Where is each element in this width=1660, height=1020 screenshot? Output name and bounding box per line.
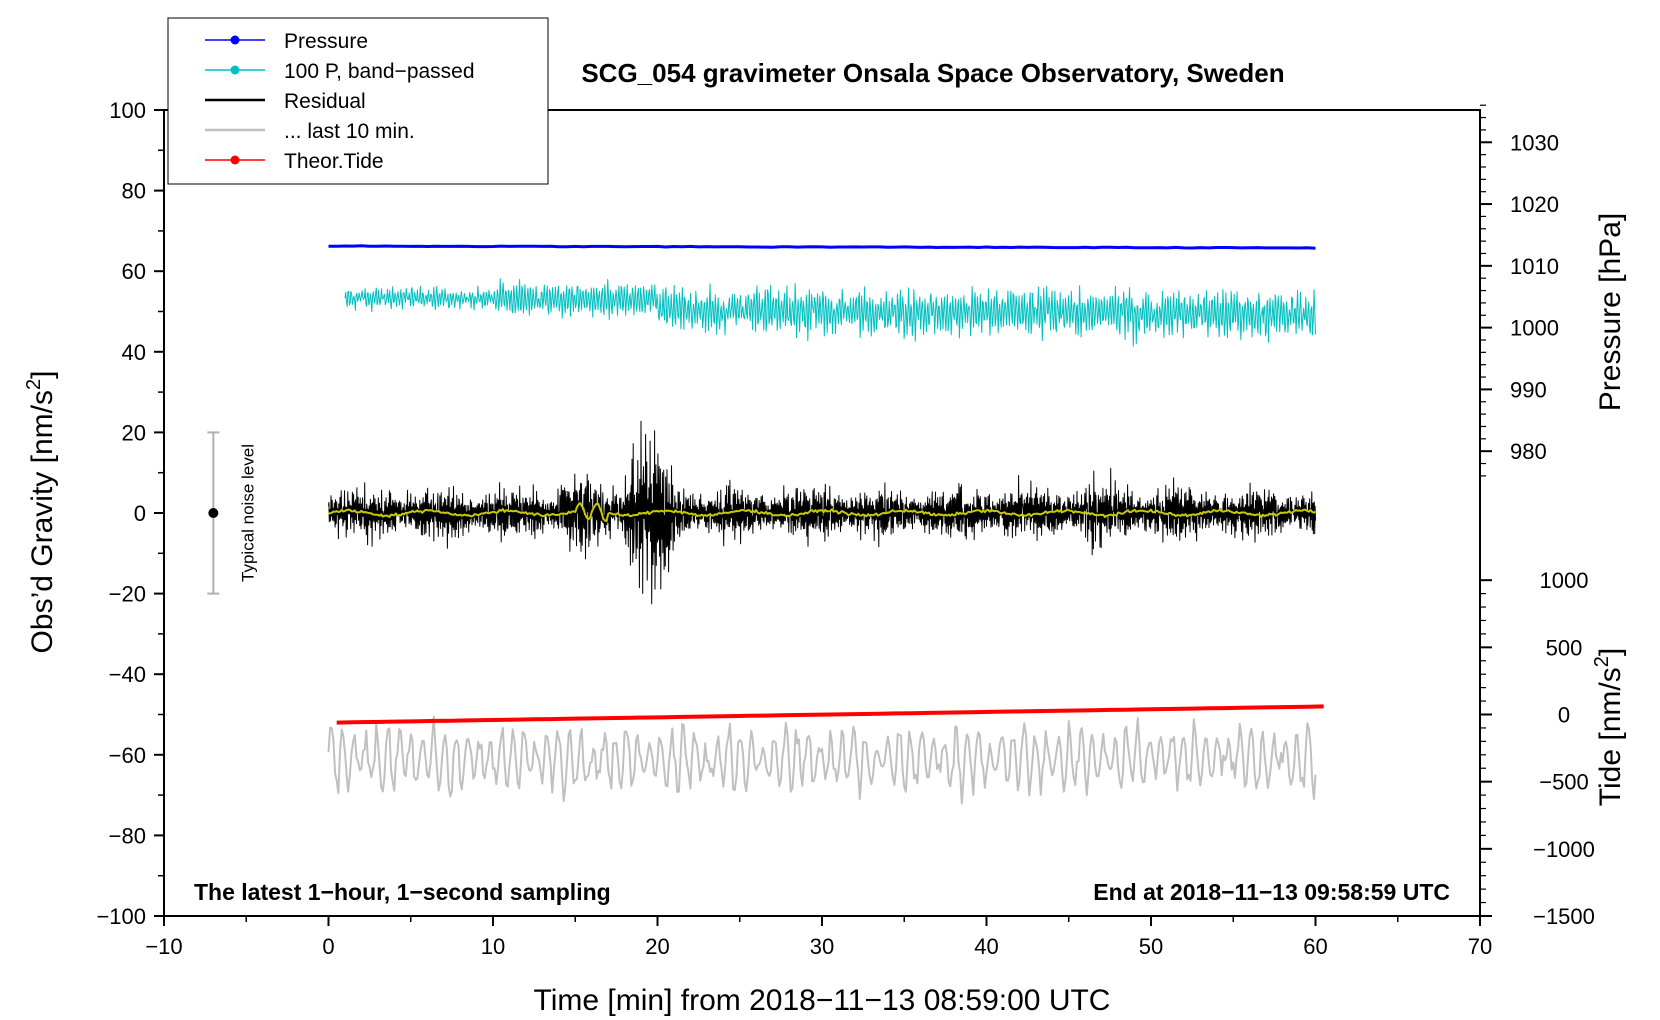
x-tick-label: 60 — [1303, 934, 1327, 959]
legend: Pressure 100 P, band−passed Residual ... la… — [167, 17, 549, 185]
tide-tick-label: −1000 — [1533, 837, 1595, 862]
y-tick-label: 0 — [134, 501, 146, 526]
y-tick-label: 40 — [122, 340, 146, 365]
series-pressure — [328, 244, 1316, 250]
x-tick-label: 70 — [1468, 934, 1492, 959]
pressure-tick-label: 1030 — [1510, 130, 1559, 155]
y-tick-label: 20 — [122, 420, 146, 445]
x-tick-label: −10 — [145, 934, 182, 959]
y-tick-label: −80 — [109, 823, 146, 848]
pressure-tick-label: 1010 — [1510, 254, 1559, 279]
y-axis-pressure: 980 990 1000 1010 1020 1030 — [1480, 104, 1559, 477]
noise-center-dot — [208, 508, 219, 518]
y-tick-label: 100 — [109, 98, 146, 123]
legend-label: Pressure — [284, 30, 368, 53]
series-band-passed-pressure — [344, 278, 1316, 347]
annotation-left: The latest 1−hour, 1−second sampling — [194, 879, 611, 905]
series-group — [327, 244, 1324, 805]
pressure-tick-label: 990 — [1510, 377, 1547, 402]
pressure-tick-label: 1020 — [1510, 192, 1559, 217]
legend-label: 100 P, band−passed — [284, 60, 475, 83]
legend-label: Residual — [284, 90, 366, 113]
noise-level-label: Typical noise level — [238, 444, 257, 582]
x-axis-title: Time [min] from 2018−11−13 08:59:00 UTC — [534, 984, 1111, 1017]
chart-title: SCG_054 gravimeter Onsala Space Observat… — [581, 58, 1284, 88]
series-last-10-min — [327, 715, 1317, 805]
y-axis-pressure-title: Pressure [hPa] — [1594, 213, 1627, 411]
series-residual-smoothed — [328, 502, 1317, 522]
x-axis: −10 0 10 20 30 40 50 60 70 — [145, 916, 1492, 959]
tide-tick-label: −1500 — [1533, 904, 1595, 929]
y-axis-left-title: Obs’d Gravity [nm/s2] — [23, 371, 59, 654]
x-tick-label: 10 — [481, 934, 505, 959]
y-tick-label: −40 — [109, 662, 146, 687]
series-theoretical-tide — [336, 704, 1324, 725]
y-tick-label: −100 — [96, 904, 146, 929]
tide-tick-label: 1000 — [1540, 568, 1589, 593]
y-axis-tide-title: Tide [nm/s2] — [1591, 648, 1627, 806]
y-axis-tide: −1500 −1000 −500 0 500 1000 — [1480, 568, 1595, 929]
x-tick-label: 30 — [810, 934, 834, 959]
annotation-right: End at 2018−11−13 09:58:59 UTC — [1093, 879, 1450, 905]
legend-marker — [230, 35, 240, 45]
pressure-tick-label: 980 — [1510, 439, 1547, 464]
y-tick-label: −20 — [109, 582, 146, 607]
x-tick-label: 20 — [645, 934, 669, 959]
pressure-tick-label: 1000 — [1510, 316, 1559, 341]
x-tick-label: 50 — [1139, 934, 1163, 959]
x-tick-label: 40 — [974, 934, 998, 959]
y-tick-label: 80 — [122, 179, 146, 204]
noise-level-marker: Typical noise level — [207, 431, 257, 595]
tide-tick-label: 0 — [1558, 703, 1570, 728]
legend-label: Theor.Tide — [284, 150, 384, 173]
legend-marker — [230, 65, 240, 75]
y-tick-label: 60 — [122, 259, 146, 284]
x-tick-label: 0 — [322, 934, 334, 959]
y-axis-left: −100 −80 −60 −40 −20 0 20 40 60 80 100 — [96, 98, 164, 929]
tide-tick-label: −500 — [1539, 770, 1589, 795]
legend-marker — [230, 155, 240, 165]
series-residual — [328, 420, 1316, 605]
y-tick-label: −60 — [109, 743, 146, 768]
tide-tick-label: 500 — [1546, 635, 1583, 660]
legend-label: ... last 10 min. — [284, 120, 415, 143]
